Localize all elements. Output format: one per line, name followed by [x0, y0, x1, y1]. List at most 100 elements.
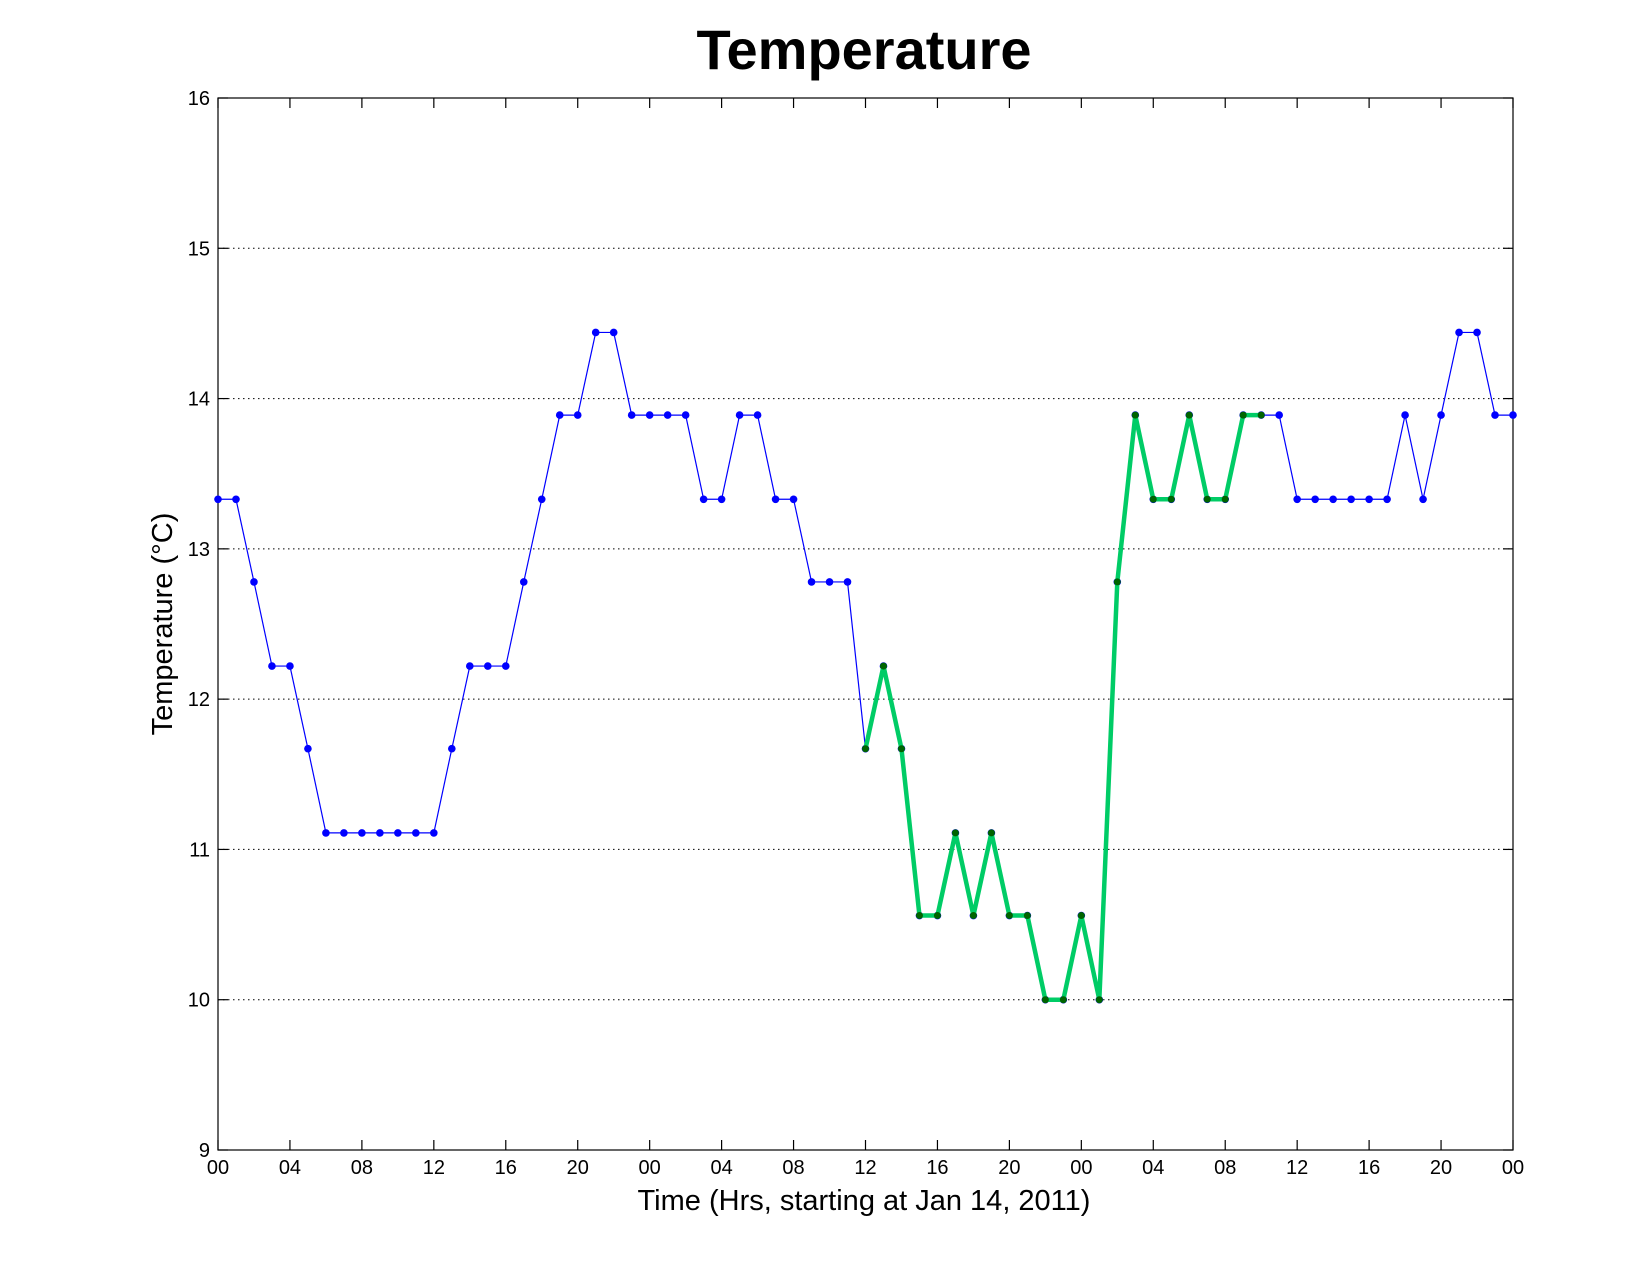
data-point: [825, 578, 834, 586]
data-point: [1239, 411, 1247, 419]
data-point: [537, 495, 546, 504]
series-2: [862, 411, 1265, 1004]
data-point: [304, 744, 312, 753]
data-point: [1329, 495, 1337, 504]
x-tick-label: 00: [207, 1157, 229, 1179]
data-point: [717, 495, 726, 504]
data-point: [1095, 996, 1103, 1004]
data-point: [519, 578, 528, 586]
y-tick-label: 12: [188, 689, 210, 711]
data-point: [555, 411, 564, 419]
data-point: [430, 829, 438, 837]
data-point: [1131, 411, 1139, 419]
data-point: [807, 578, 816, 586]
x-tick-label: 20: [998, 1157, 1020, 1179]
data-point: [214, 495, 222, 504]
chart-title: Temperature: [696, 18, 1031, 81]
data-point: [232, 495, 240, 504]
data-point: [879, 662, 887, 670]
y-tick-label: 15: [188, 238, 210, 260]
data-point: [412, 829, 420, 837]
data-point: [771, 495, 780, 504]
y-tick-labels: 9 10 11 12 13 14 15 16: [188, 88, 210, 1162]
data-point: [483, 662, 492, 670]
data-point: [322, 829, 330, 837]
data-point: [627, 411, 636, 419]
data-point: [268, 662, 276, 670]
plot-area-frame: [217, 97, 1514, 1151]
x-tick-label: 16: [1358, 1157, 1380, 1179]
data-point: [573, 411, 582, 419]
data-point: [951, 829, 959, 837]
x-tick-label: 16: [495, 1157, 517, 1179]
y-axis-label: Temperature (°C): [147, 513, 179, 736]
x-axis-label: Time (Hrs, starting at Jan 14, 2011): [638, 1185, 1091, 1217]
data-point: [394, 829, 402, 837]
data-point: [933, 912, 941, 920]
data-point: [862, 745, 869, 753]
data-point: [1401, 411, 1409, 419]
series-1: [214, 328, 1517, 1004]
data-point: [1203, 495, 1211, 503]
series-line-2: [863, 412, 1262, 1002]
x-tick-label: 08: [782, 1157, 804, 1179]
data-point: [1059, 996, 1067, 1004]
x-tick-label: 12: [1286, 1157, 1308, 1179]
data-point: [1221, 495, 1229, 503]
data-point: [358, 829, 366, 837]
data-point: [1041, 996, 1049, 1004]
axis-ticks: [217, 97, 1514, 1151]
data-point: [1005, 912, 1013, 920]
data-point: [1023, 912, 1031, 920]
data-point: [897, 745, 905, 753]
data-point: [969, 912, 977, 920]
data-point: [663, 411, 672, 419]
data-point: [735, 411, 744, 419]
data-point: [1077, 912, 1085, 920]
series-line-1: [218, 331, 1513, 1001]
data-point: [681, 411, 690, 419]
x-tick-label: 20: [567, 1157, 589, 1179]
data-point: [1383, 495, 1391, 504]
data-point: [1149, 495, 1157, 503]
x-tick-labels: 00 04 08 12 16 20 00 04 08 12 16 20 00 04 08 12 16 20 00: [207, 1157, 1524, 1179]
x-tick-label: 00: [639, 1157, 661, 1179]
y-tick-label: 13: [188, 539, 210, 561]
data-point: [1419, 495, 1427, 504]
data-point: [843, 578, 852, 586]
x-tick-label: 04: [279, 1157, 301, 1179]
data-point: [1347, 495, 1355, 504]
data-point: [1509, 411, 1517, 419]
x-tick-label: 00: [1502, 1157, 1524, 1179]
data-point: [609, 328, 618, 337]
y-tick-label: 14: [188, 389, 210, 411]
data-point: [645, 411, 654, 419]
x-tick-label: 08: [1214, 1157, 1236, 1179]
data-point: [1167, 495, 1175, 503]
data-point: [466, 662, 474, 670]
y-tick-label: 11: [189, 839, 210, 861]
data-point: [250, 578, 258, 586]
x-tick-label: 04: [1142, 1157, 1164, 1179]
data-point: [1455, 328, 1463, 337]
data-point: [591, 328, 600, 337]
data-point: [1491, 411, 1499, 419]
data-point: [376, 829, 384, 837]
data-point: [1311, 495, 1319, 504]
data-point: [1437, 411, 1445, 419]
data-point: [1473, 328, 1481, 337]
data-point: [1257, 411, 1265, 419]
x-tick-label: 08: [351, 1157, 373, 1179]
data-point: [1275, 411, 1283, 419]
x-tick-label: 20: [1430, 1157, 1452, 1179]
x-tick-label: 16: [926, 1157, 948, 1179]
data-point: [915, 912, 923, 920]
data-point: [1293, 495, 1301, 504]
y-tick-label: 10: [188, 990, 210, 1012]
data-point: [1113, 578, 1121, 586]
data-point: [789, 495, 798, 504]
data-point: [448, 744, 456, 753]
x-tick-label: 00: [1070, 1157, 1092, 1179]
data-point: [1365, 495, 1373, 504]
